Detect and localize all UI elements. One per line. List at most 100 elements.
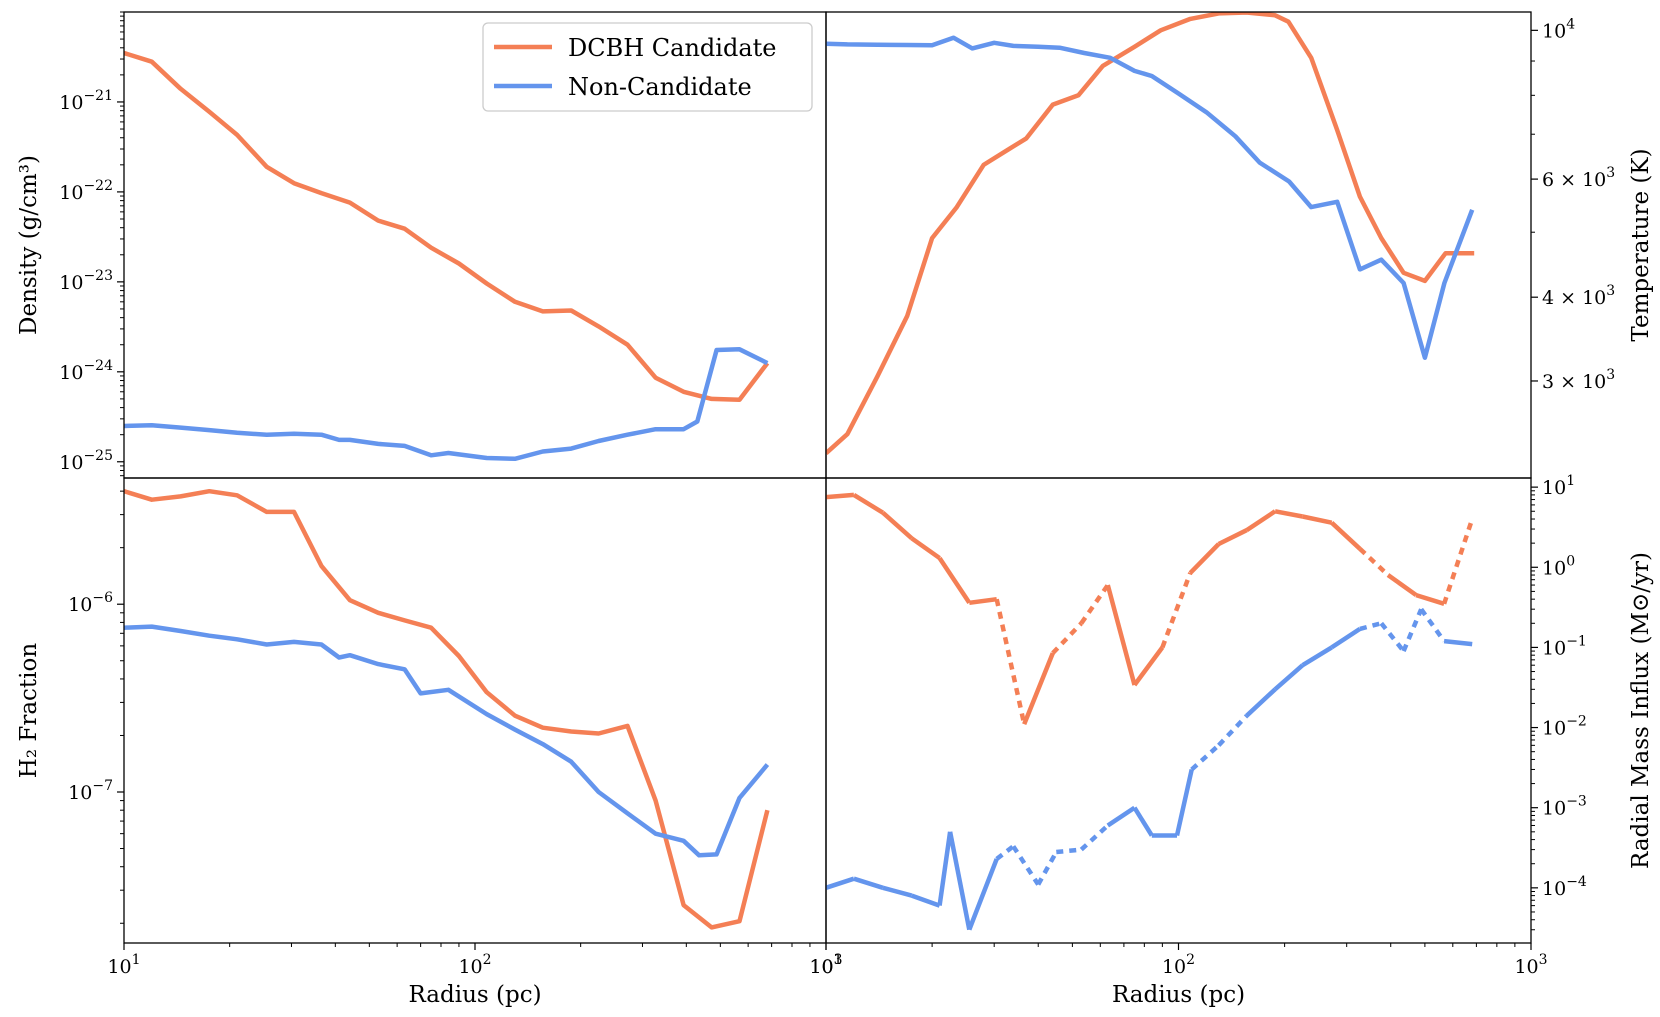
- y-tick-label: 100: [1542, 553, 1575, 579]
- y-axis-label: H₂ Fraction: [16, 643, 42, 779]
- mass_influx-non-candidate-segment: [937, 831, 953, 906]
- series-group: [124, 50, 770, 462]
- y-tick-label: 10−1: [1542, 633, 1587, 659]
- mass_influx-candidate-segment: [826, 492, 855, 500]
- mass_influx-candidate-segment: [1330, 521, 1362, 551]
- y-tick-label: 10−22: [59, 178, 113, 204]
- mass_influx-non-candidate-segment: [1190, 743, 1221, 772]
- legend-non-candidate-label: Non-Candidate: [568, 73, 752, 101]
- mass_influx-non-candidate-segment: [947, 831, 972, 931]
- mass_influx-candidate-segment: [1415, 592, 1445, 606]
- mass_influx-candidate-segment: [994, 598, 1027, 725]
- mass_influx-candidate-segment: [1245, 509, 1277, 533]
- mass_influx-non-candidate-segment: [882, 885, 913, 898]
- mass_influx-candidate-segment: [1132, 646, 1165, 687]
- legend-candidate-label: DCBH Candidate: [568, 34, 777, 62]
- y-tick-label: 10−21: [59, 88, 113, 114]
- x-axis-label: Radius (pc): [1112, 982, 1245, 1008]
- x-tick-label: 102: [1162, 952, 1195, 978]
- mass_influx-candidate-segment: [1302, 514, 1333, 525]
- mass_influx-non-candidate-segment: [967, 858, 999, 931]
- mass_influx-candidate-segment: [937, 556, 972, 605]
- mass_influx-candidate-segment: [1022, 652, 1055, 726]
- mass_influx-candidate-segment: [910, 536, 941, 560]
- mass_influx-non-candidate-segment: [1056, 847, 1082, 855]
- y-tick-label: 6 × 103: [1542, 165, 1615, 191]
- y-axis-label: Temperature (K): [1628, 148, 1654, 341]
- x-tick-label: 103: [1514, 952, 1547, 978]
- mass_influx-non-candidate-segment: [1132, 806, 1154, 837]
- mass_influx-non-candidate-segment: [1443, 638, 1473, 647]
- mass_influx-candidate-segment: [1188, 542, 1221, 575]
- mass_influx-non-candidate-segment: [1401, 608, 1424, 652]
- panel-mass_influx: 10−4 10−3 10−2 10−1 100 101 101 102 103 Radius (p…: [809, 473, 1654, 1008]
- panel-h2_fraction: 10−7 10−6 101 102 103 Radius (pc) H₂ Fraction: [16, 477, 843, 1008]
- y-tick-label: 10−25: [59, 448, 113, 474]
- series-group: [826, 12, 1475, 455]
- y-tick-label: 104: [1542, 16, 1575, 42]
- mass_influx-non-candidate-segment: [1174, 769, 1194, 836]
- h2_fraction-candidate-line: [124, 488, 770, 930]
- y-tick-label: 10−2: [1542, 714, 1587, 740]
- x-tick-label: 101: [107, 952, 140, 978]
- mass_influx-non-candidate-segment: [1273, 663, 1305, 691]
- y-tick-label: 10−6: [68, 590, 113, 616]
- y-axis-label: Density (g/cm³): [16, 155, 42, 335]
- mass_influx-candidate-segment: [1386, 573, 1418, 597]
- temperature-candidate-line: [826, 12, 1475, 455]
- mass_influx-candidate-segment: [1217, 528, 1248, 547]
- panel-frame: [825, 477, 1532, 944]
- series-group: [826, 492, 1475, 931]
- mass_influx-candidate-segment: [852, 492, 885, 515]
- panel-density: 10−25 10−24 10−23 10−22 10−21 Density (g/cm³): [16, 11, 827, 479]
- mass_influx-non-candidate-segment: [1079, 823, 1110, 852]
- mass_influx-non-candidate-segment: [1011, 845, 1041, 886]
- x-tick-label: 101: [809, 952, 842, 978]
- mass_influx-candidate-segment: [1160, 572, 1193, 649]
- y-tick-label: 4 × 103: [1542, 283, 1615, 309]
- series-group: [124, 488, 770, 930]
- mass_influx-non-candidate-segment: [1379, 621, 1406, 653]
- mass_influx-non-candidate-segment: [995, 844, 1015, 861]
- mass_influx-non-candidate-segment: [1359, 621, 1382, 632]
- mass_influx-candidate-segment: [1274, 509, 1304, 519]
- mass_influx-candidate-segment: [969, 596, 997, 606]
- y-tick-label: 10−23: [59, 268, 113, 294]
- y-tick-label: 10−24: [59, 358, 113, 384]
- mass_influx-non-candidate-segment: [853, 876, 884, 890]
- legend: DCBH Candidate Non-Candidate: [482, 22, 813, 112]
- x-axis-label: Radius (pc): [408, 982, 541, 1008]
- panel-temperature: 3 × 103 4 × 103 6 × 103 104 Temperature (K): [825, 11, 1654, 479]
- y-tick-label: 101: [1542, 473, 1575, 499]
- mass_influx-non-candidate-segment: [1106, 805, 1136, 828]
- y-tick-label: 3 × 103: [1542, 367, 1615, 393]
- panels-layer: 10−25 10−24 10−23 10−22 10−21 Density (g/cm³)…: [16, 11, 1654, 1008]
- h2_fraction-non-candidate-line: [124, 624, 770, 858]
- y-tick-label: 10−7: [68, 778, 113, 804]
- y-axis-label: Radial Mass Influx (M⊙/yr): [1628, 552, 1654, 869]
- density-candidate-line: [124, 50, 770, 402]
- mass_influx-candidate-segment: [1105, 584, 1137, 686]
- mass_influx-non-candidate-segment: [1217, 714, 1249, 747]
- mass_influx-candidate-segment: [1358, 547, 1390, 577]
- y-tick-label: 10−3: [1542, 794, 1587, 820]
- mass_influx-non-candidate-segment: [1036, 850, 1059, 886]
- mass_influx-candidate-segment: [1051, 621, 1083, 655]
- y-tick-label: 10−4: [1542, 874, 1587, 900]
- temperature-non-candidate-line: [826, 35, 1475, 360]
- panel-frame: [123, 477, 827, 944]
- mass_influx-candidate-segment: [881, 511, 914, 540]
- mass_influx-candidate-segment: [1079, 583, 1110, 625]
- mass_influx-candidate-segment: [1441, 518, 1475, 605]
- mass_influx-non-candidate-segment: [910, 893, 941, 908]
- mass_influx-non-candidate-segment: [826, 876, 855, 890]
- density-non-candidate-line: [124, 347, 769, 462]
- mass_influx-non-candidate-segment: [1419, 607, 1446, 643]
- mass_influx-non-candidate-segment: [1301, 645, 1333, 668]
- mass_influx-non-candidate-segment: [1330, 627, 1362, 650]
- legend-box: [482, 22, 813, 112]
- x-tick-label: 103: [809, 952, 842, 978]
- mass_influx-non-candidate-segment: [1245, 687, 1277, 718]
- x-tick-label: 102: [458, 952, 491, 978]
